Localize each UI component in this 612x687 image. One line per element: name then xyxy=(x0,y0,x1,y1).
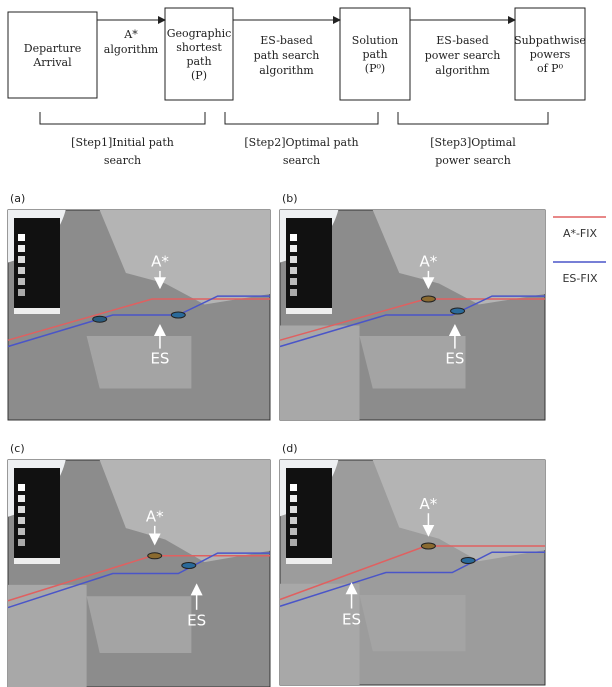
wave-legend-swatch xyxy=(18,528,25,535)
annotation-a-star: A* xyxy=(146,507,164,525)
ship-es xyxy=(451,308,465,314)
wave-legend-swatch xyxy=(290,517,297,524)
scale-bar xyxy=(14,308,60,314)
ship-a-star xyxy=(421,296,435,302)
step-label-line: search xyxy=(104,154,141,167)
wave-legend-swatch xyxy=(290,245,297,252)
edge-label-line: algorithm xyxy=(259,64,314,77)
edge-label-line: A* xyxy=(123,28,138,41)
step-label: [Step3]Optimal power search xyxy=(430,136,516,167)
node-label-line: shortest xyxy=(176,41,222,54)
node-label-line: of P⁰ xyxy=(537,62,564,75)
wave-legend-swatch xyxy=(290,484,297,491)
edge-label: ES-based path search algorithm xyxy=(254,34,320,77)
step-label-line: [Step1]Initial path xyxy=(71,136,174,149)
node-label-line: Subpathwise xyxy=(514,34,586,47)
node-label-line: Departure xyxy=(24,42,81,55)
wave-zone xyxy=(87,596,192,653)
flow-box xyxy=(165,8,233,100)
wave-zone xyxy=(360,595,466,651)
wave-legend-swatch xyxy=(290,256,297,263)
wave-legend-swatch xyxy=(18,245,25,252)
node-label-line: Arrival xyxy=(32,56,72,69)
wave-zone xyxy=(87,336,192,389)
flow-box xyxy=(8,12,97,98)
panel-label: (d) xyxy=(282,442,298,455)
wave-legend-swatch xyxy=(18,278,25,285)
ship-a-star xyxy=(421,543,435,549)
step-bracket xyxy=(40,112,205,124)
ship-es xyxy=(182,563,196,569)
figure: DepartureArrivalGeographicshortestpath(P… xyxy=(0,0,612,687)
step-bracket xyxy=(225,112,378,124)
ship-es xyxy=(171,312,185,318)
annotation-es: ES xyxy=(187,612,206,630)
annotation-es: ES xyxy=(342,610,361,628)
step-label-line: [Step3]Optimal xyxy=(430,136,516,149)
panel-label: (a) xyxy=(10,192,25,205)
legend-label: A*-FIX xyxy=(563,227,598,240)
scale-bar xyxy=(14,558,60,564)
node-label-line: Solution xyxy=(352,34,398,47)
edge-label: A* algorithm xyxy=(104,28,159,56)
node-label-line: (P) xyxy=(191,69,207,82)
scale-bar xyxy=(286,308,332,314)
wave-legend-swatch xyxy=(18,289,25,296)
annotation-es: ES xyxy=(150,349,169,367)
edge-label-line: ES-based xyxy=(260,34,312,47)
step-label-line: search xyxy=(283,154,320,167)
edge-label-line: power search xyxy=(425,49,501,62)
wave-legend-swatch xyxy=(290,278,297,285)
wave-legend-swatch xyxy=(18,267,25,274)
ship-a-star xyxy=(148,553,162,559)
map-panel: A* ES xyxy=(8,210,270,420)
step-label-line: [Step2]Optimal path xyxy=(244,136,358,149)
wave-legend-swatch xyxy=(290,267,297,274)
step-label-line: power search xyxy=(435,154,511,167)
wave-zone xyxy=(280,584,360,685)
wave-legend-swatch xyxy=(18,517,25,524)
edge-label: ES-based power search algorithm xyxy=(425,34,501,77)
scale-bar xyxy=(286,558,332,564)
node-label-line: path xyxy=(186,55,211,68)
wave-legend-swatch xyxy=(18,234,25,241)
edge-label-line: algorithm xyxy=(435,64,490,77)
step-bracket xyxy=(398,112,548,124)
wave-legend-swatch xyxy=(18,256,25,263)
node-label-line: powers xyxy=(530,48,571,61)
wave-legend-swatch xyxy=(18,539,25,546)
wave-zone xyxy=(8,585,87,687)
wave-legend-swatch xyxy=(290,506,297,513)
annotation-a-star: A* xyxy=(420,253,438,271)
map-panel: A* ES xyxy=(280,210,545,420)
node-label-line: (P⁰) xyxy=(365,62,385,75)
wave-legend-swatch xyxy=(290,528,297,535)
edge-label-line: ES-based xyxy=(436,34,488,47)
panel-label: (c) xyxy=(10,442,25,455)
node-label-line: path xyxy=(362,48,387,61)
ship-a-star xyxy=(93,316,107,322)
annotation-a-star: A* xyxy=(420,495,438,513)
edge-label-line: path search xyxy=(254,49,320,62)
map-panel: A* ES xyxy=(8,460,270,687)
annotation-a-star: A* xyxy=(151,253,169,271)
panel-label: (b) xyxy=(282,192,298,205)
ship-es xyxy=(461,558,475,564)
wave-legend-swatch xyxy=(18,484,25,491)
wave-legend-swatch xyxy=(290,539,297,546)
wave-legend-swatch xyxy=(18,506,25,513)
step-label: [Step2]Optimal path search xyxy=(244,136,358,167)
annotation-es: ES xyxy=(445,349,464,367)
legend-label: ES-FIX xyxy=(562,272,597,285)
edge-label-line: algorithm xyxy=(104,43,159,56)
wave-legend-swatch xyxy=(290,234,297,241)
map-panel: A* ES xyxy=(280,460,545,685)
node-label-line: Geographic xyxy=(167,27,232,40)
wave-zone xyxy=(280,326,360,421)
wave-legend-swatch xyxy=(18,495,25,502)
wave-legend-swatch xyxy=(290,495,297,502)
step-label: [Step1]Initial path search xyxy=(71,136,174,167)
wave-legend-swatch xyxy=(290,289,297,296)
